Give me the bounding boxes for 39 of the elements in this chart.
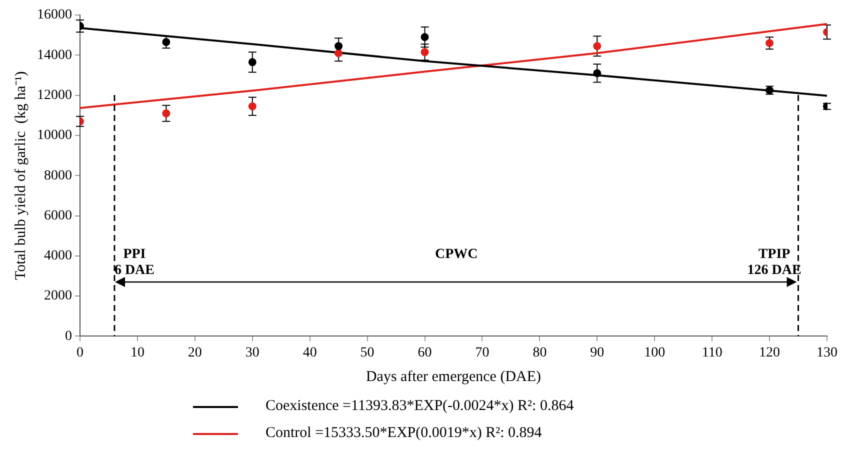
x-tick-label: 130 bbox=[816, 345, 838, 360]
point bbox=[593, 42, 602, 50]
x-tick-label: 40 bbox=[302, 345, 317, 360]
x-tick-label: 90 bbox=[590, 345, 604, 360]
y-tick-label: 4000 bbox=[44, 248, 72, 264]
x-tick-label: 60 bbox=[418, 345, 432, 360]
y-tick-label: 0 bbox=[65, 328, 72, 344]
point bbox=[248, 102, 256, 110]
x-tick-label: 50 bbox=[360, 345, 374, 360]
ref-line-label: TPIP 126 DAE bbox=[747, 246, 802, 278]
y-tick-label: 10000 bbox=[37, 128, 72, 144]
y-tick-label: 2000 bbox=[44, 288, 72, 304]
legend-label: Coexistence =11393.83*EXP(-0.0024*x) R²: 0.864 bbox=[266, 398, 574, 415]
x-tick-label: 70 bbox=[475, 345, 490, 360]
ref-line-label: PPI 6 DAE bbox=[114, 246, 155, 278]
x-tick-label: 80 bbox=[532, 345, 547, 360]
y-tick-label: 12000 bbox=[37, 88, 72, 103]
y-tick-label: 16000 bbox=[37, 8, 72, 23]
point bbox=[420, 48, 429, 56]
legend-label: Control =15333.50*EXP(0.0019*x) R²: 0.894 bbox=[266, 425, 542, 442]
point bbox=[420, 33, 429, 42]
x-tick-label: 100 bbox=[644, 345, 666, 360]
annotation: CPWC bbox=[434, 246, 478, 262]
y-tick-label: 8000 bbox=[44, 168, 72, 184]
point bbox=[162, 109, 170, 118]
y-axis-title: Total bulb yield of garlic (kg ha⁻¹) bbox=[12, 71, 29, 280]
x-axis-title: Days after emergence (DAE) bbox=[366, 368, 542, 385]
x-tick-label: 120 bbox=[759, 345, 780, 360]
y-tick-label: 14000 bbox=[37, 48, 72, 63]
point bbox=[248, 58, 256, 66]
point bbox=[334, 49, 343, 58]
x-tick-label: 10 bbox=[130, 345, 144, 360]
point bbox=[593, 69, 602, 78]
y-tick-label: 6000 bbox=[44, 208, 72, 224]
x-tick-label: 30 bbox=[245, 345, 260, 360]
x-tick-label: 0 bbox=[76, 345, 84, 360]
x-tick-label: 20 bbox=[188, 345, 202, 360]
x-tick-label: 110 bbox=[702, 345, 722, 360]
point bbox=[334, 42, 343, 50]
